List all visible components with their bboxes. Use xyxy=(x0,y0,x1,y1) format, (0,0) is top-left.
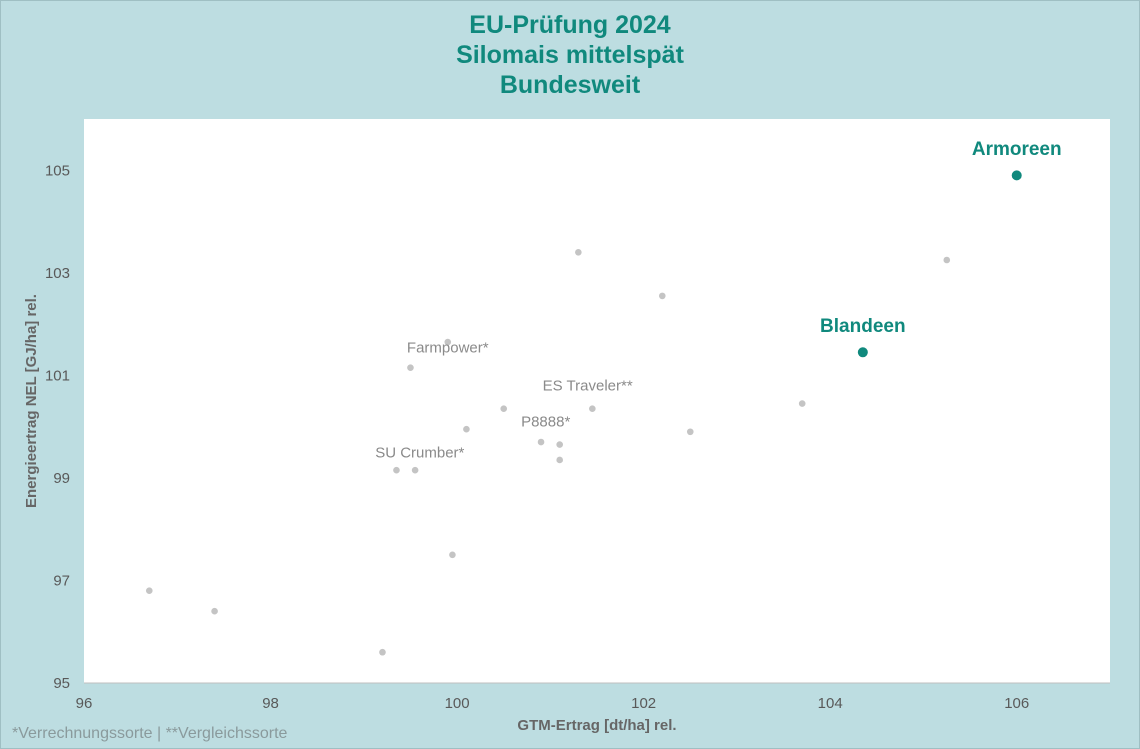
data-point xyxy=(686,428,694,436)
data-point xyxy=(407,364,414,371)
y-tick-label: 103 xyxy=(45,265,70,282)
x-tick-label: 106 xyxy=(1004,695,1029,712)
chart-title-line-1: EU-Prüfung 2024 xyxy=(469,11,671,39)
chart-title: EU-Prüfung 2024 Silomais mittelspät Bund… xyxy=(0,10,1140,100)
data-points xyxy=(145,170,1022,656)
y-tick-label: 99 xyxy=(53,470,70,487)
y-tick-label: 101 xyxy=(45,367,70,384)
point-label: ES Traveler** xyxy=(543,378,633,395)
footnote: *Verrechnungssorte | **Vergleichssorte xyxy=(12,725,288,742)
y-tick-label: 105 xyxy=(45,162,70,179)
data-point xyxy=(589,405,596,412)
x-tick-label: 98 xyxy=(262,695,279,712)
data-point xyxy=(379,648,386,656)
chart-title-line-3: Bundesweit xyxy=(499,71,641,99)
y-tick-label: 95 xyxy=(53,675,70,692)
data-point xyxy=(943,256,951,264)
data-point xyxy=(658,292,666,300)
data-point xyxy=(537,438,545,446)
plot-area xyxy=(84,119,1110,683)
x-axis-label: GTM-Ertrag [dt/ha] rel. xyxy=(517,717,676,734)
data-point xyxy=(556,456,563,464)
y-axis-label: Energieertrag NEL [GJ/ha] rel. xyxy=(23,294,40,508)
x-tick-label: 104 xyxy=(818,695,843,712)
data-point xyxy=(449,551,456,559)
data-point xyxy=(463,425,470,433)
data-point xyxy=(556,441,563,448)
point-label: P8888* xyxy=(521,414,570,431)
chart-title-line-2: Silomais mittelspät xyxy=(456,41,684,69)
point-label: Armoreen xyxy=(972,139,1062,160)
point-labels: Farmpower* ES Traveler** P8888* SU Crumber*… xyxy=(375,139,1061,462)
data-point xyxy=(411,466,419,474)
data-point xyxy=(500,405,508,412)
x-tick-label: 96 xyxy=(76,695,93,712)
point-label: Blandeen xyxy=(820,316,906,337)
y-tick-label: 97 xyxy=(53,572,70,589)
data-point xyxy=(393,466,400,474)
x-tick-label: 100 xyxy=(445,695,470,712)
data-point xyxy=(211,607,218,615)
x-tick-label: 102 xyxy=(631,695,656,712)
y-tick-labels: 95 97 99 101 103 105 xyxy=(45,162,70,692)
data-point xyxy=(444,338,452,346)
data-point xyxy=(145,587,153,595)
highlight-point xyxy=(857,347,868,358)
data-point xyxy=(798,400,806,407)
point-label: Farmpower* xyxy=(407,339,489,356)
x-tick-labels: 96 98 100 102 104 106 xyxy=(76,695,1030,712)
point-label: SU Crumber* xyxy=(375,444,464,461)
highlight-point xyxy=(1011,170,1022,181)
data-point xyxy=(575,249,582,256)
